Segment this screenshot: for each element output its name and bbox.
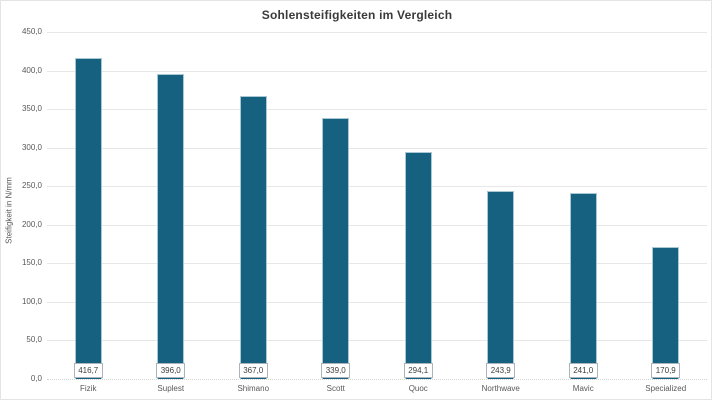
gridline (47, 340, 707, 342)
bar-mavic (569, 193, 597, 379)
bar-value-label: 367,0 (238, 363, 268, 378)
x-category-label: Mavic (572, 384, 594, 393)
bar-value-label: 170,9 (651, 363, 681, 378)
y-tick-label: 0,0 (30, 374, 42, 383)
bar-value-label: 396,0 (156, 363, 186, 378)
y-tick-label: 350,0 (21, 104, 42, 114)
chart-title: Sohlensteifigkeiten im Vergleich (261, 8, 453, 22)
bar-value-label: 294,1 (403, 363, 433, 378)
y-tick-label: 150,0 (21, 258, 42, 268)
y-tick-label: 50,0 (26, 335, 42, 345)
y-tick-label: 100,0 (21, 296, 42, 306)
x-category-label: Specialized (645, 384, 687, 393)
y-tick-label: 200,0 (21, 219, 42, 229)
gridline (47, 263, 707, 265)
bar-specialized (652, 247, 680, 379)
x-category-label: Shimano (237, 384, 270, 393)
gridline (47, 70, 707, 72)
y-tick-label: 250,0 (21, 181, 42, 191)
x-category-label: Northwave (481, 384, 520, 393)
bar-northwave (487, 190, 515, 379)
gridline (47, 301, 707, 303)
y-tick-label: 400,0 (21, 65, 42, 75)
gridline (47, 147, 707, 149)
x-axis-baseline (47, 379, 707, 380)
gridline (47, 109, 707, 111)
bar-quoc (404, 152, 432, 379)
x-category-label: Scott (326, 384, 345, 393)
y-tick-label: 300,0 (21, 142, 42, 152)
gridline (47, 224, 707, 226)
y-tick-label: 450,0 (21, 27, 42, 36)
x-category-label: Fizik (80, 384, 97, 393)
bar-value-label: 416,7 (73, 363, 103, 378)
bar-value-label: 339,0 (321, 363, 351, 378)
bar-value-label: 243,9 (486, 363, 516, 378)
bar-suplest (157, 73, 185, 379)
x-category-label: Suplest (157, 384, 185, 393)
gridline (47, 32, 707, 33)
bar-value-label: 241,0 (568, 363, 598, 378)
gridline (47, 186, 707, 188)
x-category-label: Quoc (408, 384, 428, 393)
bar-scott (322, 117, 350, 379)
bar-fizik (74, 57, 102, 379)
bar-shimano (239, 96, 267, 379)
